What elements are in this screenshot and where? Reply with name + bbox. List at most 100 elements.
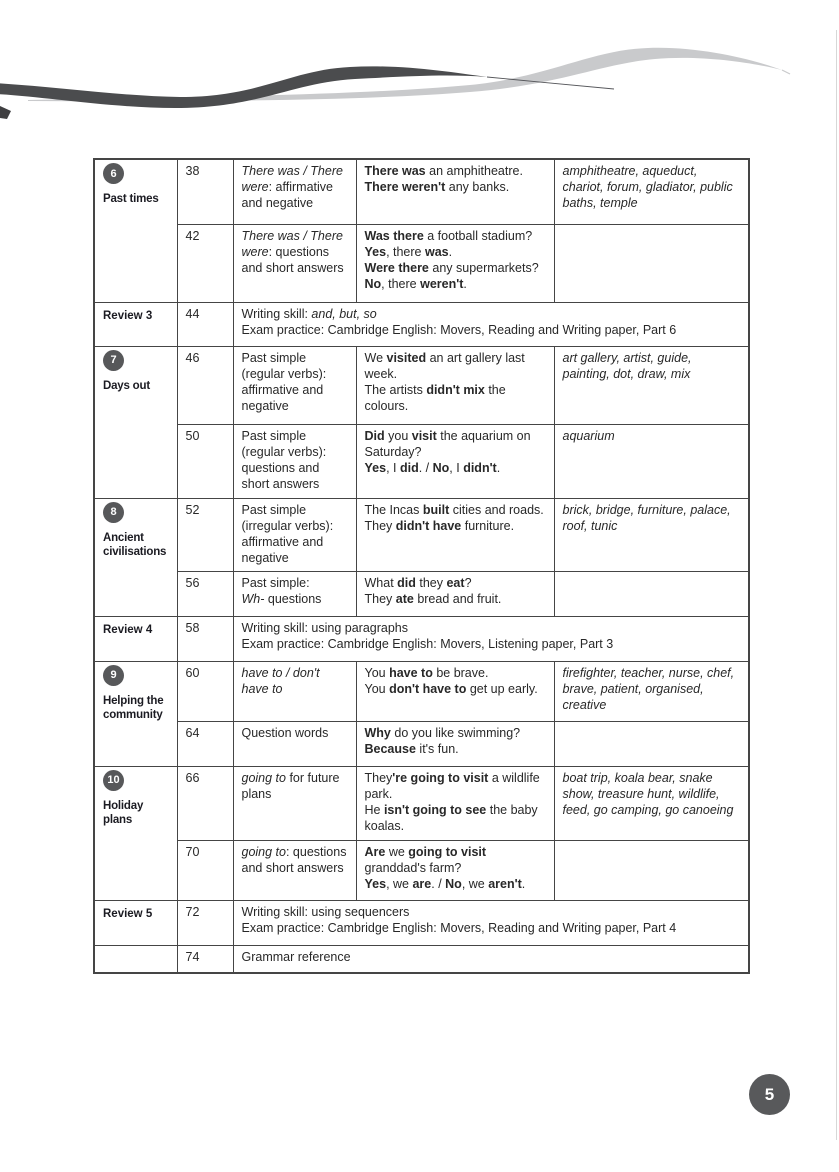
unit-title: Ancient civilisations (103, 531, 167, 558)
vocabulary-cell: firefighter, teacher, nurse, chef, brave… (553, 660, 750, 722)
grammar-cell: Past simple (regular verbs): questions a… (232, 423, 357, 499)
review-line: Exam practice: Cambridge English: Movers… (241, 920, 677, 935)
unit-title: Past times (103, 193, 159, 205)
review-title: Review 5 (103, 907, 153, 920)
grammar-cell: going to for future plans (232, 765, 357, 841)
swoosh-light-tail (781, 69, 791, 75)
page-number-cell: 64 (176, 720, 234, 767)
toc-row: 70 going to: questions and short answers A… (94, 839, 750, 901)
page-number-cell: 58 (176, 615, 234, 662)
toc-review-row: Review 4 58 Writing skill: using paragraph… (93, 615, 750, 662)
examples-cell: There was an amphitheatre. There weren't … (355, 158, 555, 225)
swoosh-light-ribbon (28, 47, 782, 102)
example-line: They didn't have furniture. (364, 518, 515, 533)
unit-title: Holiday plans (103, 799, 144, 826)
vocabulary-cell (553, 570, 750, 617)
example-line: Yes, we are. / No, we aren't. (364, 876, 526, 891)
toc-review-row: Review 5 72 Writing skill: using sequencer… (93, 899, 750, 946)
example-line: Did you visit the aquarium on Saturday? (364, 428, 531, 459)
grammar-cell: Past simple: Wh- questions (232, 570, 357, 617)
page-number-cell: 44 (176, 301, 234, 347)
review-content-cell: Writing skill: and, but, so Exam practice… (232, 301, 750, 347)
vocabulary-cell: art gallery, artist, guide, painting, do… (553, 345, 750, 425)
example-line: You don't have to get up early. (364, 681, 538, 696)
vocabulary-cell: aquarium (553, 423, 750, 499)
review-line: Writing skill: using sequencers (241, 904, 410, 919)
swoosh-decoration (0, 47, 791, 119)
grammar-cell: going to: questions and short answers (232, 839, 357, 901)
example-line: The artists didn't mix the colours. (364, 382, 506, 413)
unit-title: Helping the community (103, 694, 164, 721)
unit-cell: 7 Days out (93, 345, 178, 499)
vocabulary-cell: brick, bridge, furniture, palace, roof, … (553, 497, 750, 572)
page-number-cell: 56 (176, 570, 234, 617)
vocabulary-cell (553, 720, 750, 767)
page-edge-mark (0, 106, 11, 119)
examples-cell: They're going to visit a wildlife park. H… (355, 765, 555, 841)
grammar-cell: Question words (232, 720, 357, 767)
examples-cell: You have to be brave. You don't have to g… (355, 660, 555, 722)
review-content-cell: Writing skill: using sequencers Exam prac… (232, 899, 750, 946)
page-number-cell: 70 (176, 839, 234, 901)
vocabulary-cell: amphitheatre, aqueduct, chariot, forum, … (553, 158, 750, 225)
review-content-cell: Writing skill: using paragraphs Exam prac… (232, 615, 750, 662)
review-line: Exam practice: Cambridge English: Movers… (241, 636, 614, 651)
example-line: He isn't going to see the baby koalas. (364, 802, 538, 833)
page-number: 5 (764, 1084, 775, 1104)
example-line: There was an amphitheatre. (364, 164, 523, 178)
review-title-cell: Review 4 (93, 615, 178, 662)
example-line: Yes, there was. (364, 244, 453, 259)
toc-row: 64 Question words Why do you like swimming… (94, 720, 750, 767)
toc-row: 7 Days out 46 Past simple (regular verbs): … (93, 345, 750, 499)
example-line: There weren't any banks. (364, 180, 510, 194)
vocabulary-cell (553, 223, 750, 303)
grammar-cell: There was / There were: questions and sh… (232, 223, 357, 303)
vocabulary-cell: boat trip, koala bear, snake show, treas… (553, 765, 750, 841)
grammar-cell: There was / There were: affirmative and … (232, 158, 357, 225)
unit-number-badge: 9 (103, 664, 124, 686)
grammar-cell: have to / don't have to (232, 660, 357, 722)
unit-cell: 8 Ancient civilisations (93, 497, 178, 617)
review-line: Exam practice: Cambridge English: Movers… (241, 322, 677, 337)
page-number-cell: 42 (176, 223, 234, 303)
contents-table-body: 6 Past times 38 There was / There were: aff… (93, 158, 750, 974)
unit-number-badge: 8 (103, 501, 124, 523)
toc-review-row: 74 Grammar reference (93, 944, 750, 974)
grammar-cell: Past simple (regular verbs): affirmative… (232, 345, 357, 425)
example-line: You have to be brave. (364, 665, 489, 680)
unit-title: Days out (103, 379, 150, 392)
toc-row: 6 Past times 38 There was / There were: aff… (93, 158, 750, 303)
page-number-cell: 60 (176, 660, 234, 722)
unit-cell: 6 Past times (93, 158, 178, 303)
review-title-cell: Review 3 (93, 301, 178, 347)
review-title: Review 4 (103, 623, 153, 636)
toc-row: 42 There was / There were: questions and … (94, 223, 750, 303)
page-number-cell: 52 (176, 497, 234, 572)
vocabulary-cell (553, 839, 750, 901)
example-line: Are we going to visit granddad's farm? (364, 844, 487, 875)
swoosh-dark-tail (486, 76, 615, 90)
example-line: Were there any supermarkets? (364, 260, 539, 275)
page-number-badge: 5 (749, 1074, 790, 1115)
toc-review-row: Review 3 44 Writing skill: and, but, so Exa… (93, 301, 750, 347)
example-line: What did they eat? (364, 575, 472, 590)
example-line: Was there a football stadium? (364, 228, 533, 243)
review-title-cell: Review 5 (93, 899, 178, 946)
page-number-cell: 72 (176, 899, 234, 946)
review-line: Grammar reference (241, 949, 351, 964)
example-line: They ate bread and fruit. (364, 591, 502, 606)
unit-cell: 9 Helping the community (93, 660, 178, 767)
review-title-cell (93, 944, 178, 974)
review-title (103, 949, 169, 951)
review-line: Writing skill: and, but, so (241, 306, 377, 321)
example-line: The Incas built cities and roads. (364, 502, 544, 517)
page-number-cell: 38 (176, 158, 234, 225)
page-edge-line (836, 30, 837, 1140)
grammar-cell: Past simple (irregular verbs): affirmati… (232, 497, 357, 572)
review-title: Review 3 (103, 309, 153, 322)
review-line: Writing skill: using paragraphs (241, 620, 409, 635)
example-line: No, there weren't. (364, 276, 467, 291)
unit-number-badge: 7 (103, 349, 124, 371)
page-number-cell: 50 (176, 423, 234, 499)
